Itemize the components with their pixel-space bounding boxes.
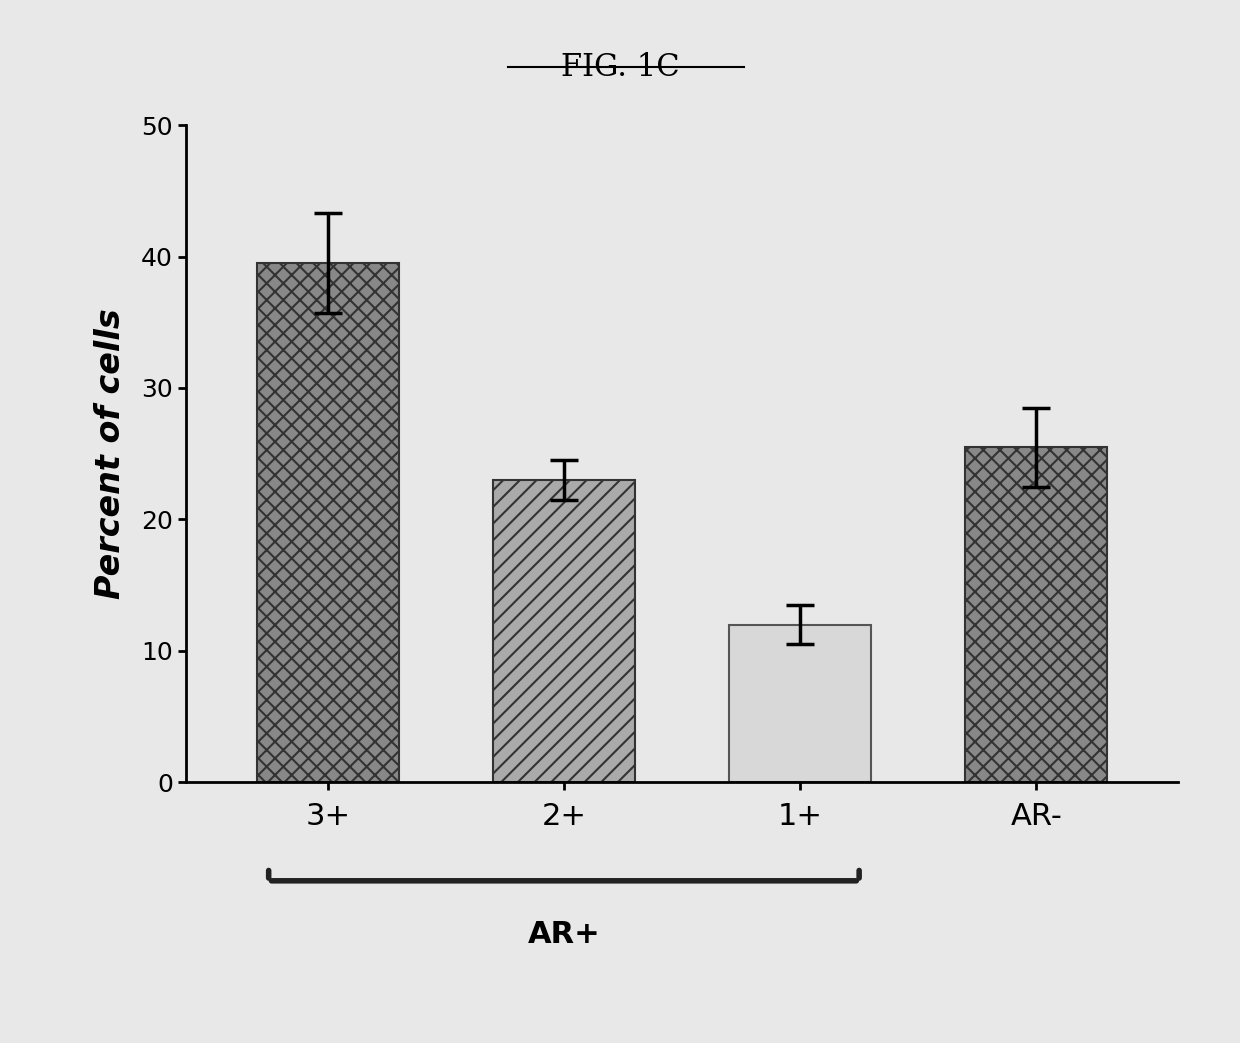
Bar — [729, 625, 870, 782]
Y-axis label: Percent of cells: Percent of cells — [94, 309, 126, 599]
Text: AR+: AR+ — [527, 920, 600, 949]
Bar — [494, 480, 635, 782]
Bar — [257, 263, 398, 782]
Bar — [966, 447, 1107, 782]
Text: FIG. 1C: FIG. 1C — [560, 52, 680, 83]
